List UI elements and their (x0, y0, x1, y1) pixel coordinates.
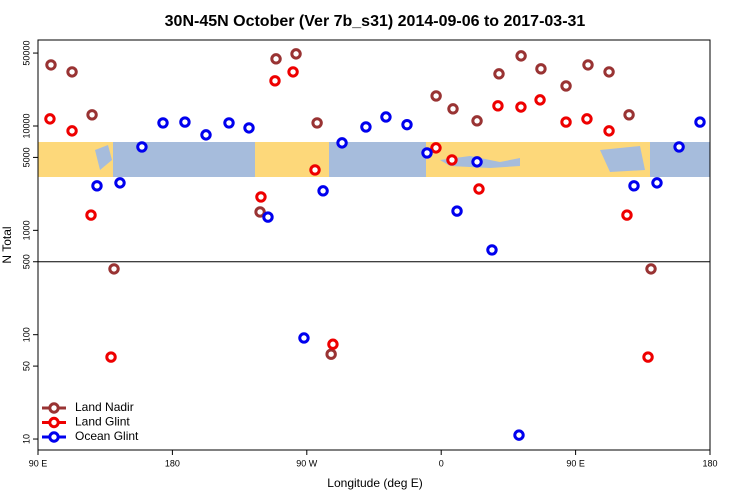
x-tick-label: 180 (702, 458, 717, 468)
point (66, 66, 78, 78)
point (515, 101, 527, 113)
point (493, 68, 505, 80)
point (430, 90, 442, 102)
point (360, 121, 372, 133)
point (603, 125, 615, 137)
point (270, 53, 282, 65)
point (254, 206, 266, 218)
y-tick-label: 5000 (21, 147, 31, 167)
point (623, 109, 635, 121)
point (105, 351, 117, 363)
point (492, 100, 504, 112)
point (317, 185, 329, 197)
point (534, 94, 546, 106)
point (108, 263, 120, 275)
point (401, 118, 413, 131)
point (290, 48, 302, 60)
chart-title: 30N-45N October (Ver 7b_s31) 2014-09-06 … (165, 13, 586, 30)
point (287, 66, 299, 78)
point (269, 75, 281, 87)
legend-label: Ocean Glint (75, 429, 139, 443)
point (309, 164, 321, 176)
point (446, 154, 458, 166)
point (560, 116, 572, 128)
legend-label: Land Glint (75, 415, 130, 429)
point (66, 125, 78, 137)
y-tick-label: 500 (21, 254, 31, 269)
x-tick-label: 90 E (566, 458, 585, 468)
legend-marker (48, 402, 60, 414)
point (336, 137, 348, 149)
point (582, 59, 594, 71)
point (451, 205, 463, 217)
point (325, 348, 337, 360)
point (86, 109, 98, 121)
map-band (38, 142, 710, 177)
point (179, 116, 191, 128)
point (298, 332, 310, 344)
point (447, 103, 459, 115)
x-tick-label: 0 (439, 458, 444, 468)
point (515, 50, 527, 62)
point (535, 63, 547, 75)
point (673, 141, 685, 153)
point (114, 177, 126, 189)
legend-marker (48, 431, 60, 443)
point (471, 115, 483, 127)
y-tick-label: 10 (21, 434, 31, 444)
point (694, 116, 706, 128)
point (603, 66, 615, 78)
point (44, 113, 56, 125)
point (642, 351, 654, 363)
point (255, 191, 267, 203)
point (157, 117, 169, 129)
point (471, 156, 483, 168)
point (645, 263, 657, 275)
point (473, 183, 485, 195)
point (486, 244, 498, 256)
point (91, 180, 103, 192)
point (380, 111, 392, 123)
x-tick-label: 90 W (296, 458, 318, 468)
y-tick-label: 50000 (21, 41, 31, 66)
point (621, 209, 633, 221)
point (581, 113, 593, 125)
plot-frame (37, 39, 711, 451)
y-tick-label: 10000 (21, 113, 31, 138)
point (243, 122, 255, 134)
point (430, 142, 442, 154)
x-tick-label: 180 (165, 458, 180, 468)
x-tick-label: 90 E (29, 458, 48, 468)
point (628, 180, 640, 192)
point (262, 211, 274, 223)
point (45, 59, 57, 71)
point (136, 141, 148, 153)
x-axis-label: Longitude (deg E) (327, 476, 422, 490)
y-tick-label: 1000 (21, 220, 31, 240)
point (560, 80, 572, 92)
point (85, 209, 97, 221)
point (200, 129, 212, 141)
y-tick-label: 100 (21, 327, 31, 342)
point (311, 117, 323, 129)
point (223, 117, 235, 129)
y-axis-label: N Total (0, 226, 14, 263)
point (327, 338, 339, 350)
y-tick-label: 50 (21, 361, 31, 371)
legend-marker (48, 416, 60, 429)
point (421, 147, 433, 159)
legend-label: Land Nadir (75, 400, 134, 414)
point (513, 429, 525, 441)
point (651, 177, 663, 189)
